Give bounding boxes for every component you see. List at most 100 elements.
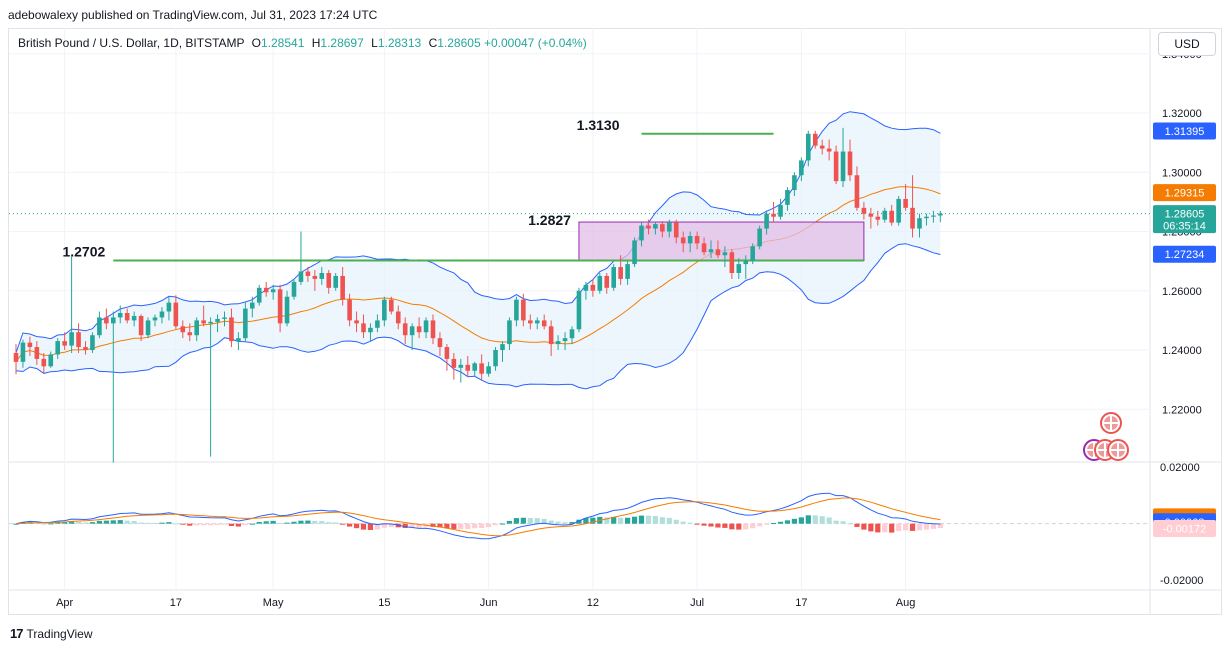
- price-badge-label: 1.29315: [1165, 188, 1205, 200]
- macd-histogram-bar: [673, 519, 679, 524]
- macd-histogram-bar: [791, 518, 797, 524]
- macd-histogram-bar: [284, 522, 290, 524]
- macd-histogram-bar: [562, 522, 568, 524]
- candle-body: [694, 235, 700, 244]
- macd-histogram-bar: [444, 523, 450, 529]
- macd-histogram-bar: [492, 523, 499, 526]
- macd-histogram-bar: [465, 523, 471, 530]
- macd-histogram-bar: [319, 520, 325, 524]
- candle-body: [361, 323, 366, 333]
- macd-histogram-bar: [242, 523, 248, 526]
- macd-histogram-bar: [722, 523, 728, 528]
- macd-histogram-bar: [652, 515, 658, 524]
- macd-histogram-bar: [360, 523, 367, 530]
- macd-histogram-bar: [124, 520, 130, 524]
- candle-body: [833, 151, 839, 182]
- candle-body: [173, 302, 179, 327]
- candle-body: [284, 296, 290, 324]
- macd-histogram-bar: [750, 523, 756, 529]
- candle-body: [576, 290, 582, 330]
- high-value: 1.28697: [320, 36, 364, 50]
- candle-body: [764, 213, 769, 229]
- candle-body: [347, 299, 352, 321]
- macd-histogram-bar: [381, 523, 387, 528]
- candle-body: [903, 198, 908, 208]
- candle-body: [479, 363, 484, 374]
- candle-body: [138, 315, 144, 336]
- candle-body: [847, 151, 853, 176]
- candle-body: [69, 332, 74, 346]
- macd-histogram-bar: [41, 523, 47, 525]
- macd-histogram-bar: [333, 522, 339, 524]
- macd-histogram-bar: [166, 522, 172, 524]
- macd-histogram-bar: [757, 523, 763, 527]
- candle-body: [250, 302, 255, 309]
- event-flags: [1083, 412, 1129, 461]
- macd-histogram-bar: [708, 523, 714, 527]
- price-badge: [1153, 184, 1216, 202]
- macd-histogram-bar: [326, 522, 332, 524]
- candle-body: [555, 341, 561, 345]
- macd-line: [15, 492, 941, 540]
- candle-body: [76, 332, 81, 348]
- footer-brand: 17 TradingView: [10, 626, 93, 641]
- macd-histogram-bar: [458, 523, 464, 530]
- candle-body: [354, 320, 359, 324]
- candle-body: [389, 299, 394, 312]
- macd-histogram-bar: [687, 522, 693, 524]
- low-value: 1.28313: [377, 36, 422, 50]
- candle-body: [826, 148, 832, 152]
- macd-histogram-bar: [833, 520, 839, 524]
- candle-body: [806, 133, 811, 161]
- macd-histogram-bar: [235, 523, 241, 527]
- currency-button[interactable]: USD: [1158, 32, 1216, 56]
- candle-body: [507, 320, 512, 345]
- candle-body: [534, 320, 540, 324]
- macd-histogram-bar: [55, 522, 61, 524]
- candle-body: [680, 237, 686, 244]
- macd-badge: [1153, 520, 1216, 538]
- macd-histogram-bar: [916, 523, 923, 531]
- candle-body: [124, 312, 130, 321]
- macd-histogram-bar: [729, 523, 735, 530]
- macd-histogram-bar: [882, 523, 888, 533]
- symbol-legend: British Pound / U.S. Dollar, 1D, BITSTAM…: [18, 36, 587, 50]
- candle-body: [569, 329, 575, 339]
- time-tick-label: Jul: [690, 597, 704, 609]
- candle-body: [583, 284, 589, 291]
- candle-body: [708, 249, 714, 253]
- candle-body: [632, 240, 637, 265]
- candle-body: [486, 366, 491, 374]
- candle-body: [229, 317, 234, 342]
- candle-body: [840, 151, 846, 182]
- candle-body: [145, 320, 151, 336]
- macd-histogram-bar: [896, 523, 902, 532]
- candle-body: [882, 210, 888, 220]
- candle-body: [270, 289, 276, 293]
- candle-body: [931, 215, 936, 217]
- candle-body: [395, 311, 401, 324]
- candle-body: [27, 342, 33, 348]
- macd-histogram-bar: [777, 521, 784, 524]
- macd-histogram-bar: [541, 518, 547, 524]
- candle-body: [924, 216, 929, 219]
- candle-body: [416, 326, 422, 333]
- macd-histogram-bar: [909, 523, 916, 531]
- candle-body: [910, 207, 915, 229]
- macd-tick-label: -0.02000: [1160, 575, 1203, 587]
- macd-histogram-bar: [89, 522, 96, 524]
- macd-histogram-bar: [388, 523, 394, 528]
- time-tick-label: 15: [378, 597, 390, 609]
- countdown-label: 06:35:14: [1163, 221, 1206, 233]
- candle-body: [799, 160, 804, 176]
- candle-body: [451, 358, 457, 368]
- macd-badge-label: -0.00172: [1163, 524, 1206, 536]
- candle-body: [493, 350, 498, 367]
- price-tick-label: 1.30000: [1162, 167, 1202, 179]
- macd-histogram-bar: [923, 523, 930, 530]
- macd-histogram-bar: [694, 523, 700, 525]
- macd-histogram-bar: [131, 520, 137, 524]
- candle-body: [771, 213, 776, 217]
- publisher-header: adebowalexy published on TradingView.com…: [8, 8, 378, 22]
